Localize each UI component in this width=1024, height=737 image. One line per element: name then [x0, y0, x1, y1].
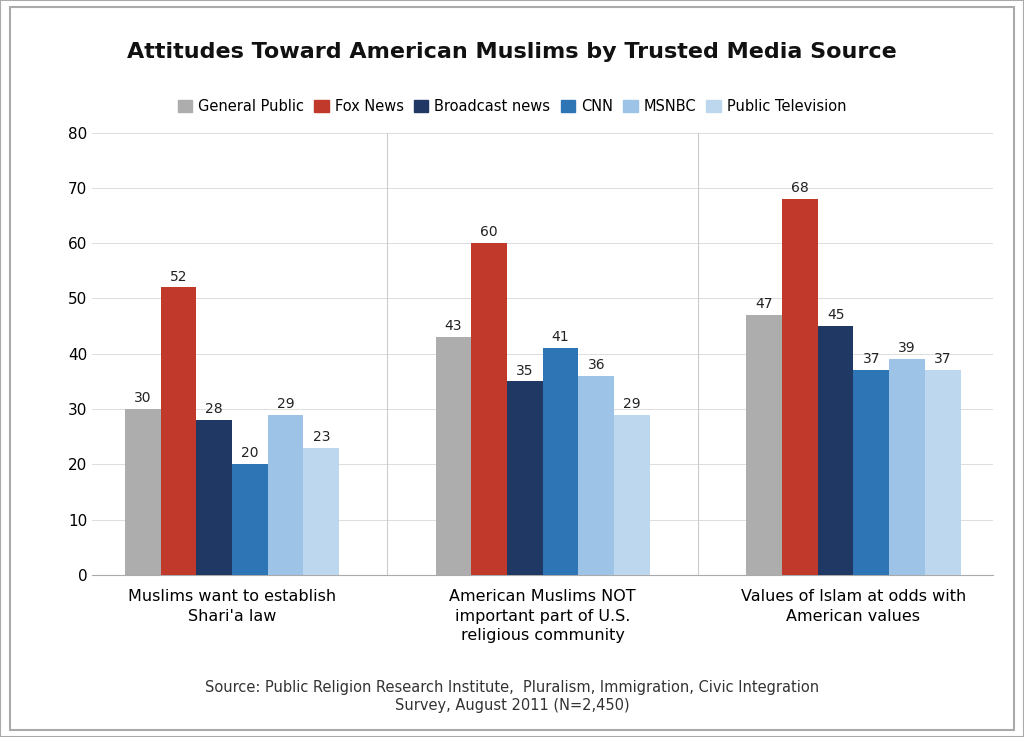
Text: 23: 23	[312, 430, 330, 444]
Text: 35: 35	[516, 363, 534, 377]
Bar	[782, 199, 818, 575]
Bar	[197, 420, 232, 575]
Text: 29: 29	[276, 397, 295, 411]
Text: 37: 37	[934, 352, 951, 366]
Bar	[889, 360, 925, 575]
Bar	[435, 338, 471, 575]
Bar	[471, 243, 507, 575]
Text: 30: 30	[134, 391, 152, 405]
Legend: General Public, Fox News, Broadcast news, CNN, MSNBC, Public Television: General Public, Fox News, Broadcast news…	[178, 99, 846, 114]
Text: 36: 36	[588, 358, 605, 372]
Bar	[161, 287, 197, 575]
Text: 29: 29	[624, 397, 641, 411]
Bar	[303, 448, 339, 575]
Text: 60: 60	[480, 226, 498, 240]
Bar	[925, 371, 961, 575]
Bar	[746, 315, 782, 575]
Bar	[818, 326, 853, 575]
Text: 47: 47	[756, 297, 773, 311]
Bar	[614, 414, 650, 575]
Text: Source: Public Religion Research Institute,  Pluralism, Immigration, Civic Integ: Source: Public Religion Research Institu…	[205, 680, 819, 713]
Bar	[543, 349, 579, 575]
Text: 20: 20	[241, 447, 259, 461]
Text: 68: 68	[791, 181, 809, 195]
Text: 37: 37	[862, 352, 880, 366]
Text: Attitudes Toward American Muslims by Trusted Media Source: Attitudes Toward American Muslims by Tru…	[127, 41, 897, 62]
Bar	[579, 376, 614, 575]
Text: 41: 41	[552, 330, 569, 344]
Text: 39: 39	[898, 341, 915, 355]
Bar	[125, 409, 161, 575]
Text: 28: 28	[205, 402, 223, 416]
Text: 52: 52	[170, 270, 187, 284]
Text: 43: 43	[444, 319, 462, 333]
Bar	[507, 382, 543, 575]
Bar	[267, 414, 303, 575]
Bar	[853, 371, 889, 575]
Text: 45: 45	[826, 308, 845, 322]
Bar	[232, 464, 267, 575]
